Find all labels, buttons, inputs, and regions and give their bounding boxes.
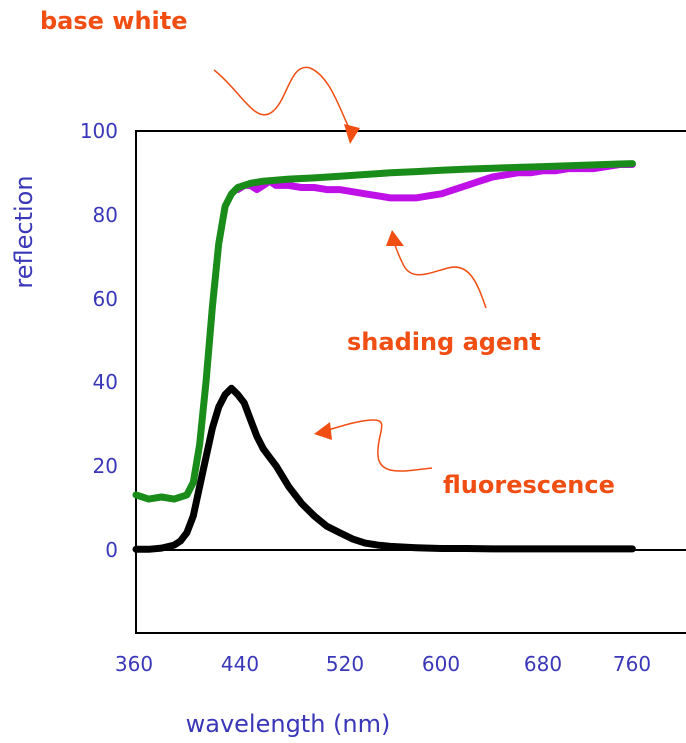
y-tick-label: 20 (93, 454, 118, 478)
base-white-line (132, 160, 636, 503)
arrow-shading-agent (386, 230, 487, 309)
annotation-base-white: base white (40, 7, 188, 35)
fluorescence-line (132, 384, 636, 553)
arrow-base-white (213, 66, 360, 144)
annotation-shading-agent: shading agent (347, 328, 541, 356)
y-tick-label: 80 (93, 203, 118, 227)
x-tick-label: 600 (422, 652, 460, 676)
shading-agent-line (234, 161, 636, 202)
plot-frame (135, 130, 686, 634)
annotation-fluorescence: fluorescence (443, 471, 615, 499)
x-tick-label: 520 (326, 652, 364, 676)
x-axis-title: wavelength (nm) (186, 710, 391, 738)
x-tick-label: 360 (115, 652, 153, 676)
series-layer (132, 160, 636, 553)
x-tick-label: 760 (613, 652, 651, 676)
x-tick-label: 440 (221, 652, 259, 676)
y-tick-label: 0 (105, 538, 118, 562)
arrow-fluorescence (314, 419, 433, 472)
x-tick-label: 680 (524, 652, 562, 676)
y-tick-label: 100 (80, 119, 118, 143)
y-tick-label: 60 (93, 287, 118, 311)
y-axis-title: reflection (10, 175, 38, 288)
y-tick-label: 40 (93, 370, 118, 394)
